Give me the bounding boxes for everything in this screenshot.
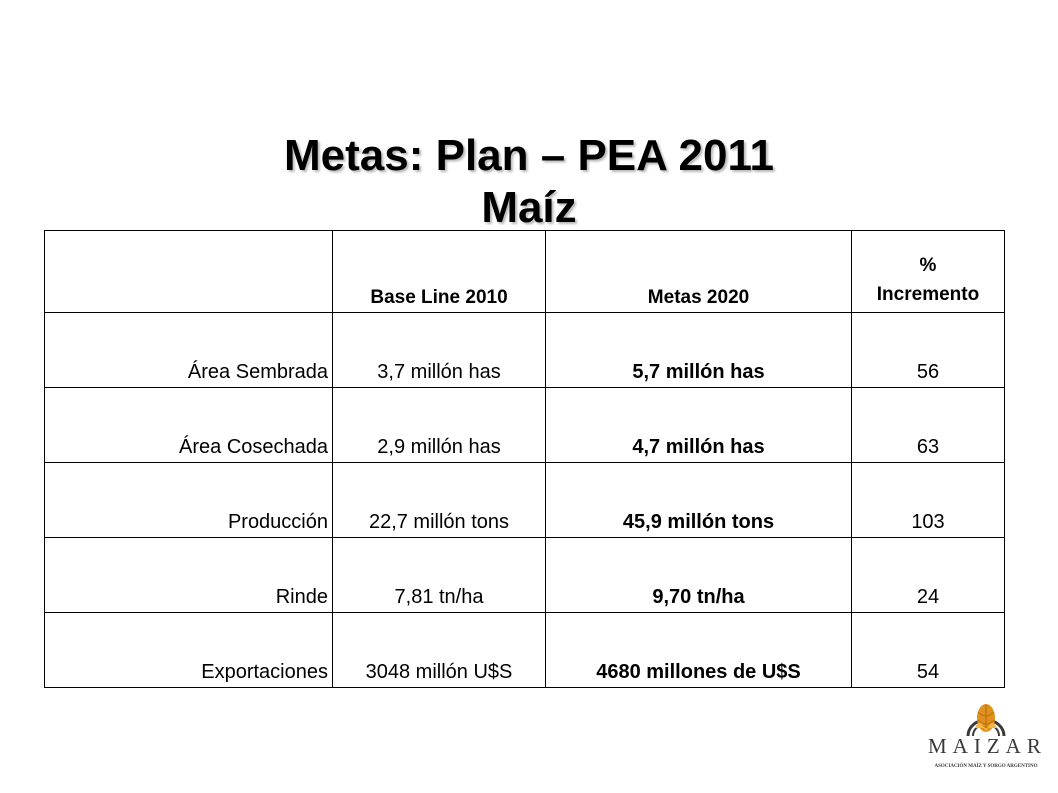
goals-table: Base Line 2010 Metas 2020 % Incremento Á… [44,230,1005,688]
header-metas: Metas 2020 [545,230,852,313]
base-value: 22,7 millón tons [332,462,546,538]
header-increment: % Incremento [851,230,1005,313]
meta-value: 9,70 tn/ha [545,537,852,613]
meta-value: 5,7 millón has [545,312,852,388]
row-label: Rinde [44,537,333,613]
header-base-line: Base Line 2010 [332,230,546,313]
meta-value: 4680 millones de U$S [545,612,852,688]
header-increment-label: Incremento [876,283,980,305]
table-row: Rinde 7,81 tn/ha 9,70 tn/ha 24 [44,537,1005,613]
table-header-row: Base Line 2010 Metas 2020 % Incremento [44,230,1005,313]
base-value: 3048 millón U$S [332,612,546,688]
increment-value: 54 [851,612,1005,688]
base-value: 3,7 millón has [332,312,546,388]
row-label: Área Cosechada [44,387,333,463]
increment-value: 63 [851,387,1005,463]
maize-emblem-icon [966,704,1006,737]
logo-subtitle: ASOCIACIÓN MAÍZ Y SORGO ARGENTINO [934,764,1038,769]
logo-wordmark: MAIZAR [928,734,1047,758]
page-subtitle: Maíz [481,183,577,232]
increment-value: 24 [851,537,1005,613]
header-increment-symbol: % [919,255,937,276]
row-label: Exportaciones [44,612,333,688]
table-row: Producción 22,7 millón tons 45,9 millón … [44,462,1005,538]
page-title: Metas: Plan – PEA 2011 [284,131,774,180]
maizar-logo: MAIZAR ASOCIACIÓN MAÍZ Y SORGO ARGENTINO [928,698,1044,776]
header-blank [44,230,333,313]
table-row: Área Cosechada 2,9 millón has 4,7 millón… [44,387,1005,463]
base-value: 2,9 millón has [332,387,546,463]
row-label: Área Sembrada [44,312,333,388]
meta-value: 45,9 millón tons [545,462,852,538]
meta-value: 4,7 millón has [545,387,852,463]
increment-value: 103 [851,462,1005,538]
table-row: Exportaciones 3048 millón U$S 4680 millo… [44,612,1005,688]
base-value: 7,81 tn/ha [332,537,546,613]
increment-value: 56 [851,312,1005,388]
row-label: Producción [44,462,333,538]
table-row: Área Sembrada 3,7 millón has 5,7 millón … [44,312,1005,388]
